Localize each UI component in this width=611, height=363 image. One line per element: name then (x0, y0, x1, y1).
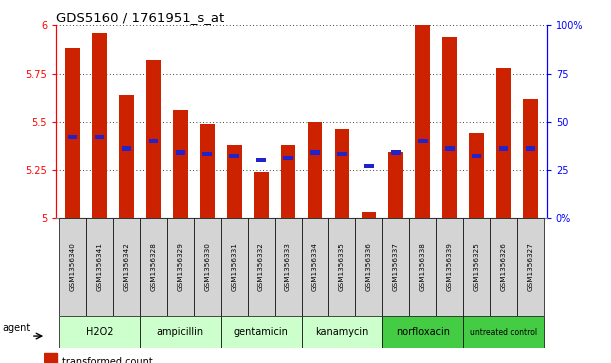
Bar (86, 218, 113, 316)
Text: GSM1356325: GSM1356325 (474, 242, 480, 291)
Bar (523, 98, 538, 218)
Bar (382, 218, 409, 316)
Text: GSM1356327: GSM1356327 (528, 242, 533, 291)
Bar (122, 146, 131, 151)
Text: GSM1356337: GSM1356337 (393, 242, 399, 291)
Bar (496, 68, 511, 218)
Bar (329, 218, 356, 316)
Text: GSM1356332: GSM1356332 (258, 242, 264, 291)
Bar (119, 95, 134, 218)
Bar (194, 218, 221, 316)
Bar (442, 37, 457, 218)
Bar (167, 218, 194, 316)
Bar (337, 152, 346, 156)
Bar (310, 150, 320, 155)
Bar (490, 218, 517, 316)
Bar (526, 146, 535, 151)
Text: GSM1356338: GSM1356338 (420, 242, 426, 291)
Bar (148, 139, 158, 143)
Bar (254, 172, 268, 218)
Text: norfloxacin: norfloxacin (396, 327, 450, 337)
Bar (362, 212, 376, 218)
Text: GDS5160 / 1761951_s_at: GDS5160 / 1761951_s_at (56, 11, 224, 24)
Bar (280, 145, 296, 218)
Text: GSM1356335: GSM1356335 (339, 242, 345, 291)
Bar (307, 122, 323, 218)
Bar (44, 353, 57, 363)
Text: GSM1356333: GSM1356333 (285, 242, 291, 291)
Bar (499, 146, 508, 151)
Text: GSM1356328: GSM1356328 (150, 242, 156, 291)
Bar (302, 316, 382, 348)
Bar (284, 156, 293, 160)
Bar (335, 129, 349, 218)
Text: untreated control: untreated control (470, 328, 537, 337)
Bar (229, 154, 239, 158)
Bar (92, 33, 107, 218)
Bar (202, 152, 212, 156)
Bar (221, 316, 301, 348)
Bar (140, 218, 167, 316)
Text: kanamycin: kanamycin (315, 327, 368, 337)
Text: GSM1356326: GSM1356326 (500, 242, 507, 291)
Text: GSM1356331: GSM1356331 (231, 242, 237, 291)
Text: GSM1356341: GSM1356341 (97, 242, 103, 291)
Bar (247, 218, 274, 316)
Text: GSM1356334: GSM1356334 (312, 242, 318, 291)
Text: GSM1356340: GSM1356340 (70, 242, 75, 291)
Bar (59, 218, 86, 316)
Bar (472, 154, 481, 158)
Bar (257, 158, 266, 162)
Text: GSM1356339: GSM1356339 (447, 242, 453, 291)
Bar (274, 218, 302, 316)
Bar (382, 316, 463, 348)
Text: H2O2: H2O2 (86, 327, 113, 337)
Bar (418, 139, 428, 143)
Bar (436, 218, 463, 316)
Text: gentamicin: gentamicin (233, 327, 288, 337)
Bar (409, 218, 436, 316)
Bar (391, 150, 401, 155)
Text: GSM1356329: GSM1356329 (177, 242, 183, 291)
Bar (227, 145, 241, 218)
Bar (68, 135, 77, 139)
Text: GSM1356342: GSM1356342 (123, 242, 130, 291)
Bar (415, 25, 430, 218)
Bar (356, 218, 382, 316)
Bar (517, 218, 544, 316)
Bar (200, 123, 214, 218)
Bar (221, 218, 247, 316)
Bar (463, 218, 490, 316)
Bar (95, 135, 104, 139)
Bar (173, 110, 188, 218)
Text: GSM1356336: GSM1356336 (366, 242, 372, 291)
Bar (389, 152, 403, 218)
Text: GSM1356330: GSM1356330 (204, 242, 210, 291)
Bar (140, 316, 221, 348)
Bar (302, 218, 329, 316)
Bar (175, 150, 185, 155)
Text: transformed count: transformed count (62, 357, 152, 363)
Text: agent: agent (3, 323, 31, 333)
Bar (469, 133, 484, 218)
Bar (463, 316, 544, 348)
Bar (146, 60, 161, 218)
Text: ampicillin: ampicillin (156, 327, 204, 337)
Bar (364, 164, 374, 168)
Bar (65, 49, 80, 218)
Bar (59, 316, 140, 348)
Bar (113, 218, 140, 316)
Bar (445, 146, 455, 151)
